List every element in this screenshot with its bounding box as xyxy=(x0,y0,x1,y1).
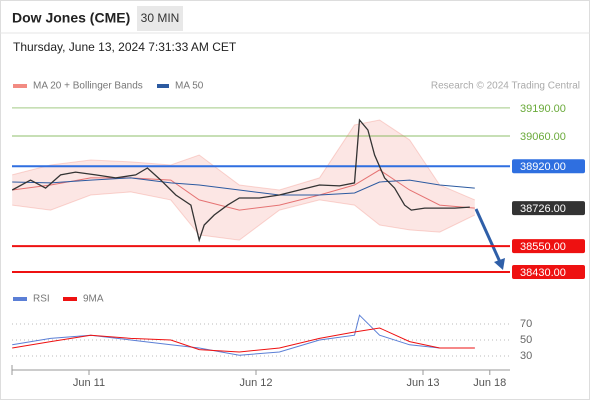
x-tick-label: Jun 18 xyxy=(473,377,506,389)
level-label: 38920.00 xyxy=(520,161,566,173)
legend-label: MA 20 + Bollinger Bands xyxy=(33,81,143,92)
legend-label: MA 50 xyxy=(175,81,204,92)
legend-swatch xyxy=(63,297,77,301)
level-label-box xyxy=(512,239,585,254)
bollinger-upper xyxy=(12,119,475,201)
title: Dow Jones (CME) xyxy=(12,10,130,26)
level-label: 38726.00 xyxy=(520,203,566,215)
legend-label: RSI xyxy=(33,294,50,305)
y-tick-label: 50 xyxy=(520,334,532,346)
y-tick-label: 30 xyxy=(520,350,532,362)
x-tick-label: Jun 11 xyxy=(73,377,105,389)
level-label: 39190.00 xyxy=(520,103,566,115)
ma20-line xyxy=(12,169,475,211)
forecast-arrow-head xyxy=(494,258,505,270)
price-line xyxy=(11,118,470,243)
legend-label: 9MA xyxy=(83,294,104,305)
bollinger-lower xyxy=(12,191,476,241)
level-label: 38550.00 xyxy=(520,241,566,253)
x-tick-label: Jun 13 xyxy=(406,377,439,389)
legend-swatch xyxy=(13,297,27,301)
interval-box xyxy=(137,6,183,31)
level-label-box xyxy=(512,159,585,174)
forecast-arrow xyxy=(474,208,502,263)
rsi-line xyxy=(12,314,475,356)
legend-swatch xyxy=(157,84,169,88)
legend-swatch xyxy=(13,84,27,88)
ma-line xyxy=(12,177,475,196)
rsi-line xyxy=(12,327,475,353)
bollinger-area xyxy=(12,120,475,241)
level-label: 38430.00 xyxy=(520,267,566,279)
level-label-box xyxy=(512,201,585,216)
x-tick-label: Jun 12 xyxy=(239,377,272,389)
credit: Research © 2024 Trading Central xyxy=(431,81,580,92)
level-label: 39060.00 xyxy=(520,131,566,143)
date: Thursday, June 13, 2024 7:31:33 AM CET xyxy=(13,40,237,54)
level-label-box xyxy=(512,265,585,280)
interval: 30 MIN xyxy=(141,11,180,25)
y-tick-label: 70 xyxy=(520,318,532,330)
